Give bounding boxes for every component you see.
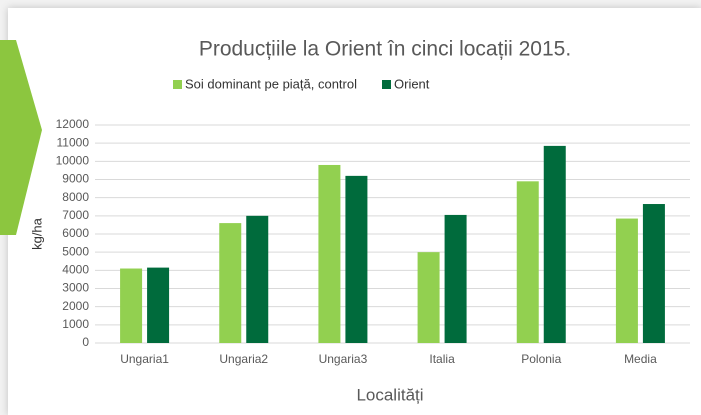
y-tick-label: 5000: [62, 244, 89, 258]
bar: [444, 214, 467, 343]
y-tick-label: 0: [82, 335, 89, 349]
y-tick-label: 4000: [62, 263, 89, 277]
bar: [345, 175, 368, 343]
x-tick-label: Ungaria2: [219, 352, 268, 366]
bar: [417, 252, 440, 343]
y-tick-label: 12000: [56, 117, 90, 131]
y-tick-label: 6000: [62, 226, 89, 240]
x-axis-title: Localități: [356, 385, 423, 404]
x-tick-label: Media: [624, 352, 657, 366]
bar: [543, 145, 566, 343]
legend-label: Soi dominant pe piață, control: [185, 76, 357, 91]
bar: [318, 164, 341, 343]
bar: [219, 223, 242, 343]
bar: [642, 204, 665, 343]
chevron: [0, 40, 42, 235]
y-tick-label: 1000: [62, 317, 89, 331]
bar: [246, 215, 269, 343]
bar: [516, 181, 539, 343]
bar: [120, 268, 143, 343]
y-tick-label: 8000: [62, 190, 89, 204]
bar: [147, 267, 170, 343]
x-tick-label: Ungaria3: [319, 352, 368, 366]
y-axis-title: kg/ha: [29, 217, 44, 250]
chart-title: Producțiile la Orient în cinci locații 2…: [199, 38, 571, 61]
x-tick-label: Italia: [429, 352, 455, 366]
y-tick-label: 9000: [62, 172, 89, 186]
legend-swatch: [382, 80, 391, 89]
y-tick-label: 11000: [57, 135, 90, 149]
legend-swatch: [173, 80, 182, 89]
bar: [615, 218, 638, 343]
y-tick-label: 3000: [62, 281, 89, 295]
x-tick-label: Polonia: [521, 352, 561, 366]
y-tick-label: 7000: [62, 208, 89, 222]
y-tick-label: 2000: [62, 299, 89, 313]
y-tick-label: 10000: [56, 154, 90, 168]
legend-label: Orient: [394, 76, 430, 91]
x-tick-label: Ungaria1: [120, 352, 169, 366]
